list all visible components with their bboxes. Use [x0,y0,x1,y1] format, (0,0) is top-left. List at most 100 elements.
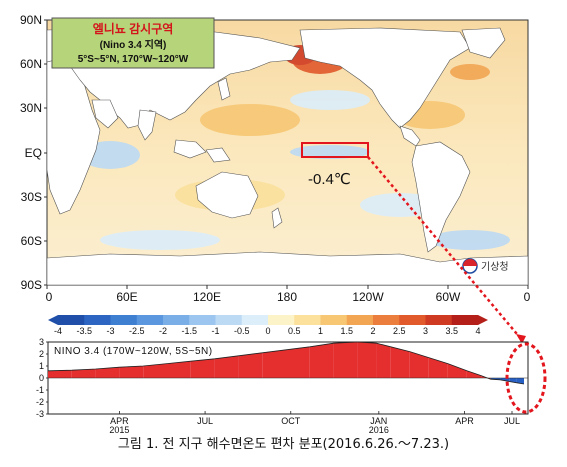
lon-label: 120E [193,290,221,304]
lon-label: 60E [116,290,137,304]
continents [47,27,528,285]
colorbar: -4 -3.5 -3 -2.5 -2 -1.5 -1 -0.5 0 0.5 1 1.5 2 2.5 3 3.5… [48,315,488,336]
lat-label: 90S [21,278,42,292]
colorbar-high-arrow [478,315,488,325]
anomaly-area-segment [48,370,72,378]
colorbar-label: -3.5 [76,326,92,336]
anomaly-area-segment [143,363,167,378]
colorbar-cell [136,315,164,325]
anomaly-area-segment [214,355,239,378]
colorbar-cell [425,315,453,325]
colorbar-cell [110,315,138,325]
lat-label: 90N [20,13,42,27]
highlight-circle [505,342,547,414]
figure-caption: 그림 1. 전 지구 해수면온도 편차 분포(2016.6.26.～7.23.) [117,437,450,452]
x-tick-year: 2016 [369,425,389,435]
colorbar-label: 1 [318,326,323,336]
pointer-arrow [367,156,526,344]
colorbar-cell [451,315,479,325]
x-tick-label: OCT [281,416,301,426]
colorbar-low-arrow [48,315,58,325]
inset-line2: (Nino 3.4 지역) [100,38,167,51]
lon-label: 180 [277,290,297,304]
colorbar-label: -1 [211,326,219,336]
anomaly-area-segment [286,346,310,378]
kma-logo: 기상청 [462,258,509,274]
colorbar-label: -4 [54,326,62,336]
anomaly-area-segment [500,378,510,382]
nino34-timeseries: NINO 3.4 (170W~120W, 5S~5N) 3 2 1 0 -1 -2 -3 A… [36,337,547,435]
anomaly-area-segment [95,367,120,378]
anomaly-area-segment [390,346,410,378]
colorbar-cell [346,315,374,325]
colorbar-label: 4 [475,326,480,336]
lon-label: 120W [352,290,384,304]
y-tick-label: -2 [36,397,44,407]
colorbar-cell [294,315,321,325]
colorbar-label: 0 [265,326,270,336]
anomaly-area-segment [428,357,448,378]
colorbar-label: -2 [159,326,167,336]
anomaly-line [47,341,525,385]
anomaly-value: -0.4℃ [308,171,351,188]
colorbar-cell [163,315,190,325]
anomaly-area-segment [190,358,215,378]
anomaly-area-segment [309,343,334,378]
anomaly-area-segment [238,352,263,378]
colorbar-label: 3 [423,326,428,336]
longitude-labels: 0 60E 120E 180 120W 60W 0 [46,290,531,304]
world-map: 90N 60N 30N EQ 30S 60S 90S 0 60E 120E 18… [20,13,531,304]
colorbar-cell [268,315,295,325]
colorbar-cell [373,315,400,325]
anomaly-area-segment [409,351,429,378]
anomaly-area-segment [466,370,482,378]
anomaly-area-segment [119,366,144,378]
colorbar-cell [320,315,348,325]
inset-title: 엘니뇨 감시구역 [93,21,174,36]
anomaly-area-segment [357,342,377,378]
anomaly-area-segment [447,363,467,378]
chart-title: NINO 3.4 (170W~120W, 5S~5N) [54,346,213,357]
lon-label: 0 [46,290,53,304]
colorbar-cell [241,315,269,325]
colorbar-label: 1.5 [340,326,353,336]
anomaly-area-segment [262,349,286,378]
x-tick-label: JUL [504,416,520,426]
logo-text: 기상청 [481,261,509,273]
inset-line3: 5°S~5°N, 170°W~120°W [78,54,189,65]
lat-label: 30N [20,101,42,115]
x-tick-label: JAN [370,416,387,426]
nino34-region-box [301,142,369,158]
colorbar-label: 2.5 [393,326,406,336]
latitude-labels: 90N 60N 30N EQ 30S 60S 90S [20,13,42,292]
colorbar-cell [215,315,243,325]
lat-label: 60N [20,57,42,71]
colorbar-label: 0.5 [288,326,301,336]
monitoring-region-inset: 엘니뇨 감시구역 (Nino 3.4 지역) 5°S~5°N, 170°W~12… [51,17,215,69]
anomaly-area-segment [71,369,96,378]
x-tick-year: 2015 [109,425,129,435]
y-tick-label: -3 [36,409,44,419]
anomaly-area-segment [167,361,191,378]
anomaly-area-segment [376,343,391,378]
y-tick-label: -1 [36,385,44,395]
lon-label: 60W [436,290,461,304]
y-tick-label: 2 [39,349,44,359]
y-tick-label: 0 [39,373,44,383]
x-tick-label: JUL [197,416,213,426]
anomaly-area-segment [516,378,524,384]
anomaly-area-segment [333,342,358,378]
colorbar-cell [58,315,85,325]
lat-label: 60S [21,234,42,248]
lat-label: EQ [25,146,42,160]
colorbar-label: -1.5 [181,326,197,336]
y-tick-label: 3 [39,337,44,347]
colorbar-cell [84,315,111,325]
colorbar-label: -3 [106,326,114,336]
lon-label: 0 [524,290,531,304]
colorbar-label: 2 [370,326,375,336]
colorbar-label: -2.5 [129,326,145,336]
x-tick-label: APR [110,416,129,426]
colorbar-cell [399,315,426,325]
